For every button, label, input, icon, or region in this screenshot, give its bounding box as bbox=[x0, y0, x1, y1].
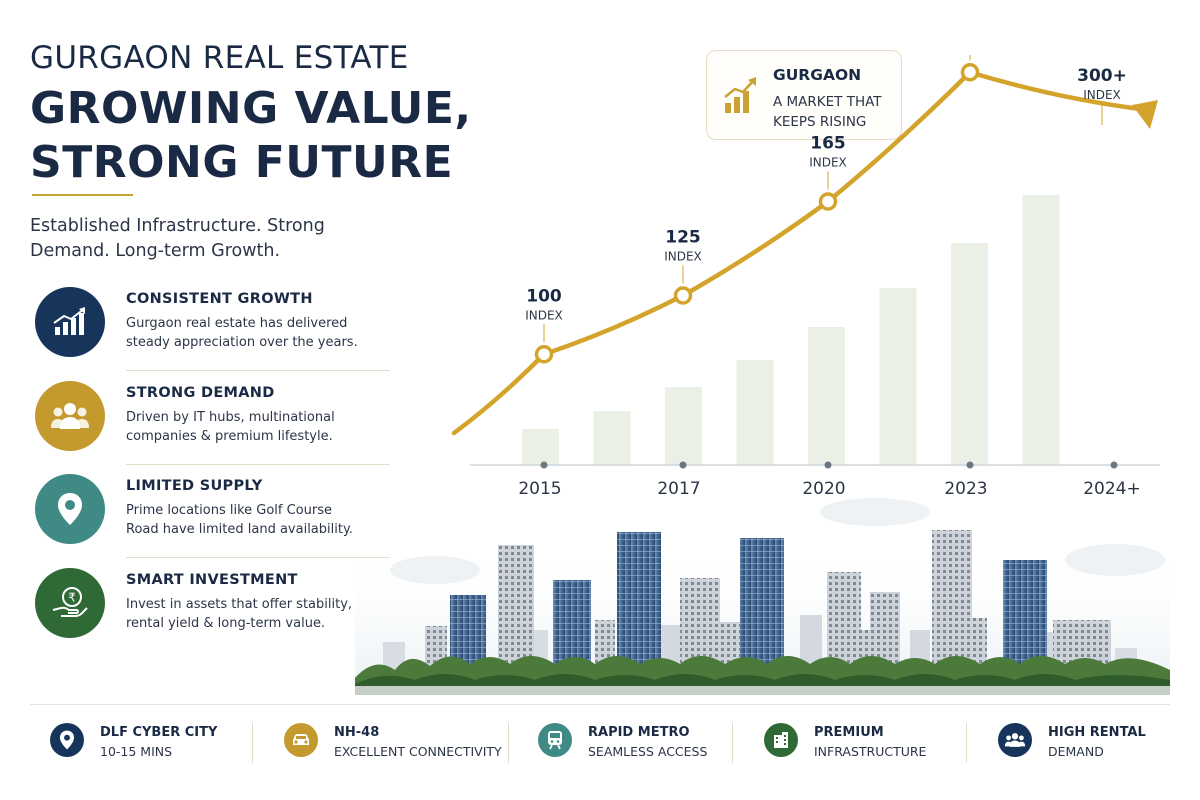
highlight-desc: SEAMLESS ACCESS bbox=[588, 744, 708, 759]
background-bar bbox=[1022, 195, 1060, 465]
background-bar bbox=[665, 387, 702, 465]
feature-title: LIMITED SUPPLY bbox=[126, 478, 263, 494]
point-unit-label: INDEX bbox=[1083, 88, 1121, 102]
headline-line-2: STRONG FUTURE bbox=[30, 137, 454, 188]
highlight-title: HIGH RENTAL bbox=[1048, 725, 1146, 740]
x-axis-ticks: 2015 2017 2020 2023 2024+ bbox=[518, 461, 1141, 499]
x-tick-dot bbox=[824, 461, 832, 469]
rising-bars-icon bbox=[723, 75, 757, 120]
background-bar bbox=[522, 429, 559, 465]
highlight-divider bbox=[252, 723, 253, 763]
headline-line-1: GROWING VALUE, bbox=[30, 83, 472, 134]
x-tick-label: 2023 bbox=[944, 479, 987, 499]
x-tick-label: 2020 bbox=[802, 479, 845, 499]
bottom-highlights-bar: DLF CYBER CITY 10-15 MINS NH-48 EXCELLEN… bbox=[30, 704, 1170, 774]
gold-divider bbox=[32, 194, 133, 196]
highlight-divider bbox=[508, 723, 509, 763]
x-tick-dot bbox=[540, 461, 548, 469]
x-tick-label: 2015 bbox=[518, 479, 561, 499]
feature-title: SMART INVESTMENT bbox=[126, 572, 298, 588]
rupee-hand-icon: ₹ bbox=[35, 568, 105, 638]
point-unit-label: INDEX bbox=[809, 156, 847, 170]
x-tick-dot bbox=[679, 461, 687, 469]
point-value-label: 300+ bbox=[1077, 66, 1127, 86]
feature-desc: Gurgaon real estate has delivered steady… bbox=[126, 316, 358, 350]
feature-smart-investment: ₹ SMART INVESTMENT Invest in assets that… bbox=[30, 568, 360, 658]
highlight-divider bbox=[966, 723, 967, 763]
index-point bbox=[818, 192, 838, 211]
point-unit-label: INDEX bbox=[525, 308, 563, 322]
tag-line: A MARKET THAT KEEPS RISING bbox=[773, 94, 882, 130]
index-point bbox=[534, 345, 554, 364]
feature-consistent-growth: CONSISTENT GROWTH Gurgaon real estate ha… bbox=[30, 287, 390, 377]
highlight-title: RAPID METRO bbox=[588, 725, 690, 740]
car-icon bbox=[284, 723, 318, 757]
highlight-desc: EXCELLENT CONNECTIVITY bbox=[334, 744, 502, 759]
background-bar bbox=[593, 411, 631, 465]
point-value-label: 165 bbox=[810, 134, 846, 154]
metro-train-icon bbox=[538, 723, 572, 757]
building-icon bbox=[764, 723, 798, 757]
index-point bbox=[673, 286, 693, 305]
index-point bbox=[960, 63, 980, 82]
highlight-title: PREMIUM bbox=[814, 725, 884, 740]
market-tag-card: GURGAON A MARKET THAT KEEPS RISING bbox=[706, 50, 902, 140]
location-pin-icon bbox=[35, 474, 105, 544]
x-tick-dot bbox=[1110, 461, 1118, 469]
location-pin-icon bbox=[50, 723, 84, 757]
feature-desc: Invest in assets that offer stability, r… bbox=[126, 597, 353, 631]
feature-title: STRONG DEMAND bbox=[126, 385, 275, 401]
highlight-divider bbox=[732, 723, 733, 763]
index-points: 100INDEX125INDEX165INDEX220INDEX300+INDE… bbox=[525, 55, 1127, 364]
growth-chart-icon bbox=[35, 287, 105, 357]
people-group-icon bbox=[35, 381, 105, 451]
headline: GROWING VALUE, STRONG FUTURE bbox=[30, 82, 472, 190]
background-bar bbox=[808, 327, 845, 465]
city-skyline-illustration bbox=[355, 498, 1170, 695]
trend-arrowhead bbox=[1132, 100, 1158, 129]
background-bars bbox=[522, 195, 1060, 465]
feature-divider bbox=[126, 464, 390, 465]
feature-title: CONSISTENT GROWTH bbox=[126, 291, 313, 307]
tag-title: GURGAON bbox=[773, 66, 862, 84]
highlight-desc: INFRASTRUCTURE bbox=[814, 744, 927, 759]
feature-limited-supply: LIMITED SUPPLY Prime locations like Golf… bbox=[30, 474, 390, 564]
highlight-title: DLF CYBER CITY bbox=[100, 725, 218, 740]
growth-index-chart: 2015 2017 2020 2023 2024+ 100 INDEX 125 INDEX 16… bbox=[451, 55, 1160, 499]
x-tick-label: 2017 bbox=[657, 479, 700, 499]
x-tick-dot bbox=[966, 461, 974, 469]
highlight-desc: 10-15 MINS bbox=[100, 744, 173, 759]
background-bar bbox=[879, 288, 917, 465]
feature-desc: Driven by IT hubs, multinational compani… bbox=[126, 410, 335, 444]
eyebrow-title: GURGAON REAL ESTATE bbox=[30, 40, 409, 76]
highlight-desc: DEMAND bbox=[1048, 744, 1104, 759]
people-group-icon bbox=[998, 723, 1032, 757]
svg-text:₹: ₹ bbox=[68, 591, 76, 605]
feature-desc: Prime locations like Golf Course Road ha… bbox=[126, 503, 353, 537]
point-unit-label: INDEX bbox=[664, 250, 702, 264]
feature-divider bbox=[126, 370, 390, 371]
x-tick-label: 2024+ bbox=[1083, 479, 1141, 499]
feature-divider bbox=[126, 557, 390, 558]
feature-strong-demand: STRONG DEMAND Driven by IT hubs, multina… bbox=[30, 381, 390, 471]
subline: Established Infrastructure. Strong Deman… bbox=[30, 216, 325, 261]
highlight-title: NH-48 bbox=[334, 725, 380, 740]
point-value-label: 125 bbox=[665, 228, 701, 248]
point-value-label: 100 bbox=[526, 286, 562, 306]
background-bar bbox=[736, 360, 774, 465]
background-bar bbox=[951, 243, 988, 465]
